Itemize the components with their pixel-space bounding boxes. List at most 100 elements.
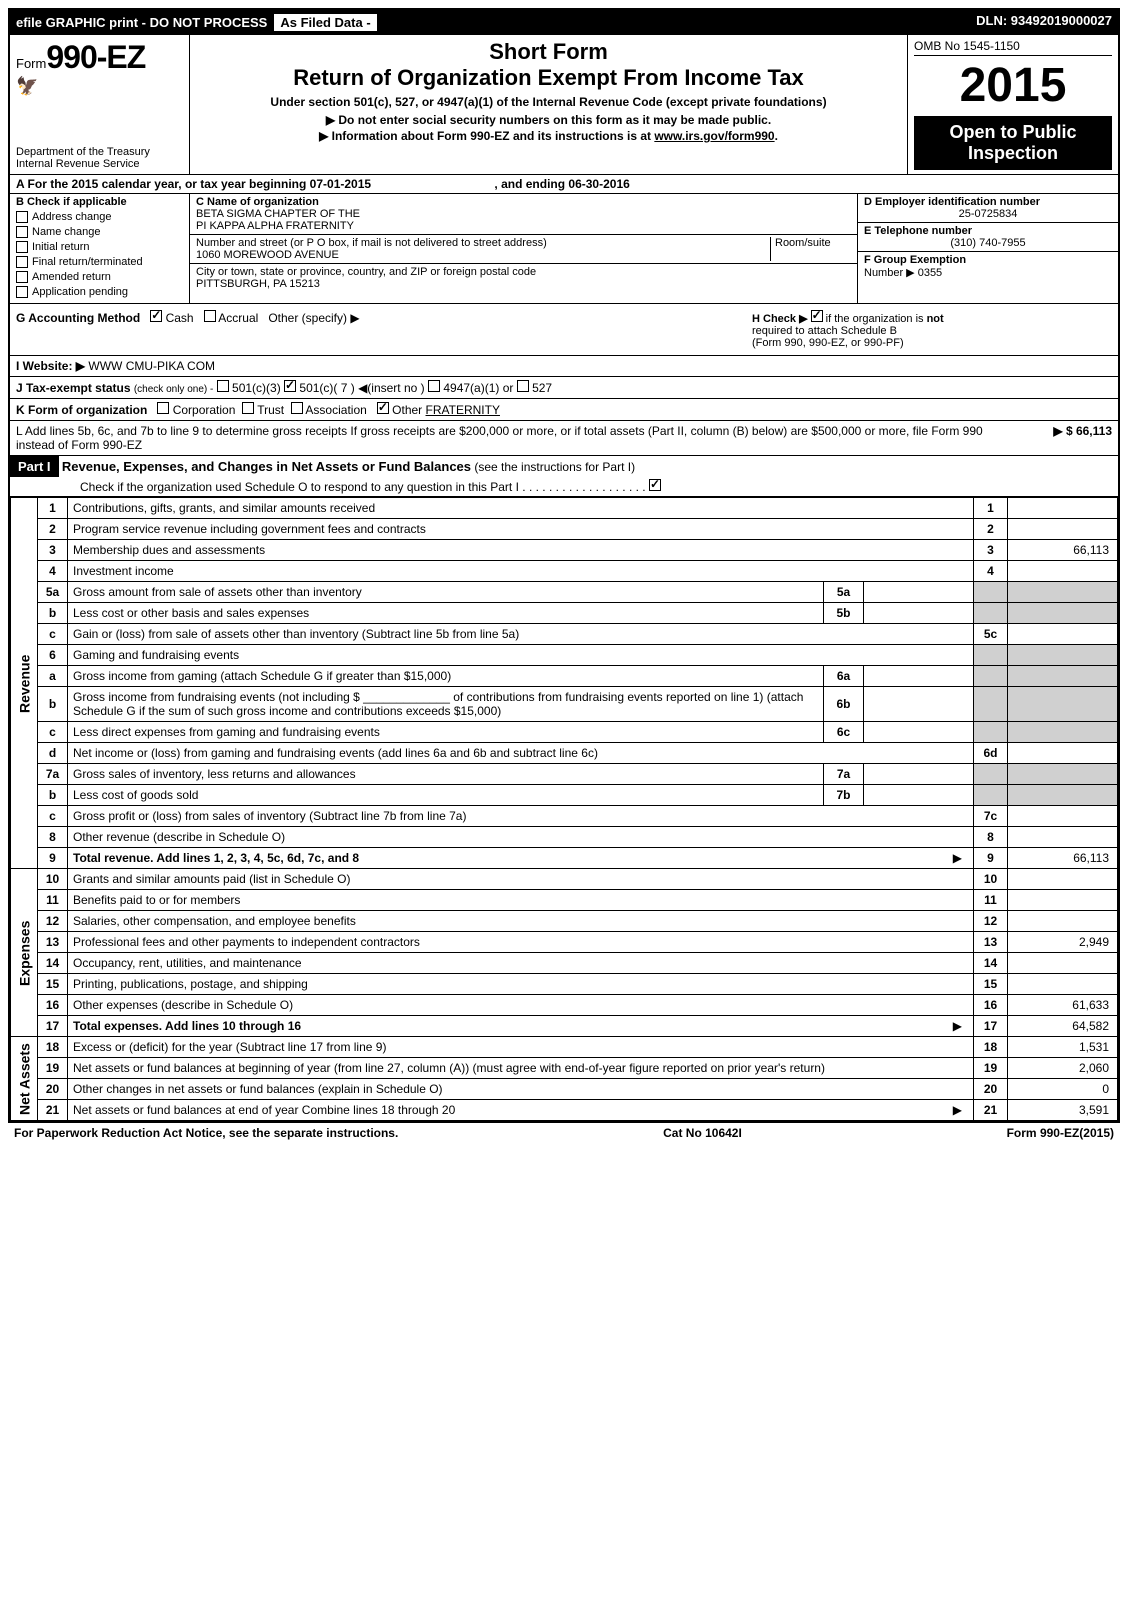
right-num: 6d: [974, 743, 1008, 764]
dln: DLN: 93492019000027: [976, 13, 1112, 32]
row-desc: Net assets or fund balances at end of ye…: [68, 1100, 974, 1121]
schedule-b-checkbox[interactable]: [811, 310, 823, 322]
group-label: F Group Exemption: [864, 254, 966, 266]
mid-label: 6b: [824, 687, 864, 722]
row-desc: Excess or (deficit) for the year (Subtra…: [68, 1037, 974, 1058]
check-line: Initial return: [16, 241, 183, 253]
right-value: [1008, 519, 1118, 540]
section-b: B Check if applicable Address changeName…: [10, 194, 190, 303]
checkbox[interactable]: [16, 271, 28, 283]
right-val-shaded: [1008, 666, 1118, 687]
right-value: 61,633: [1008, 995, 1118, 1016]
line-j: J Tax-exempt status (check only one) - 5…: [10, 377, 1118, 399]
cash-checkbox[interactable]: [150, 310, 162, 322]
row-number: a: [38, 666, 68, 687]
row-number: b: [38, 687, 68, 722]
row-desc: Contributions, gifts, grants, and simila…: [68, 498, 974, 519]
mid-label: 5b: [824, 603, 864, 624]
table-row: bLess cost of goods sold7b: [11, 785, 1118, 806]
part-1-label: Part I: [10, 456, 59, 477]
527-checkbox[interactable]: [517, 380, 529, 392]
schedule-o-checkbox[interactable]: [649, 479, 661, 491]
right-num: 11: [974, 890, 1008, 911]
dept-treasury: Department of the Treasury: [16, 146, 183, 158]
right-value: 2,060: [1008, 1058, 1118, 1079]
right-num: 18: [974, 1037, 1008, 1058]
row-desc: Less direct expenses from gaming and fun…: [68, 722, 824, 743]
right-value: [1008, 827, 1118, 848]
accrual-checkbox[interactable]: [204, 310, 216, 322]
gross-receipts: ▶ $ 66,113: [992, 424, 1112, 452]
tel-label: E Telephone number: [864, 225, 1112, 237]
footer-left: For Paperwork Reduction Act Notice, see …: [14, 1126, 398, 1140]
eagle-icon: 🦅: [16, 76, 183, 97]
mid-value: [864, 764, 974, 785]
check-line: Application pending: [16, 286, 183, 298]
row-number: b: [38, 603, 68, 624]
table-row: 5aGross amount from sale of assets other…: [11, 582, 1118, 603]
right-num: 5c: [974, 624, 1008, 645]
checkbox[interactable]: [16, 256, 28, 268]
row-desc: Membership dues and assessments: [68, 540, 974, 561]
org-name-1: BETA SIGMA CHAPTER OF THE: [196, 208, 851, 220]
table-row: dNet income or (loss) from gaming and fu…: [11, 743, 1118, 764]
mid-label: 7b: [824, 785, 864, 806]
right-value: 66,113: [1008, 540, 1118, 561]
right-num: 12: [974, 911, 1008, 932]
right-val-shaded: [1008, 722, 1118, 743]
checkbox[interactable]: [16, 211, 28, 223]
table-row: 19Net assets or fund balances at beginni…: [11, 1058, 1118, 1079]
501c3-checkbox[interactable]: [217, 380, 229, 392]
checkbox[interactable]: [16, 226, 28, 238]
501c-checkbox[interactable]: [284, 380, 296, 392]
right-value: 64,582: [1008, 1016, 1118, 1037]
mid-label: 7a: [824, 764, 864, 785]
4947-checkbox[interactable]: [428, 380, 440, 392]
right-value: 66,113: [1008, 848, 1118, 869]
right-num: 7c: [974, 806, 1008, 827]
right-num-shaded: [974, 785, 1008, 806]
table-row: 8Other revenue (describe in Schedule O)8: [11, 827, 1118, 848]
city-state-zip: PITTSBURGH, PA 15213: [196, 278, 851, 290]
row-number: 20: [38, 1079, 68, 1100]
other-org-value: FRATERNITY: [426, 403, 500, 417]
row-desc: Other revenue (describe in Schedule O): [68, 827, 974, 848]
open-public-badge: Open to Public Inspection: [914, 116, 1112, 170]
checkbox[interactable]: [16, 286, 28, 298]
addr-label: Number and street (or P O box, if mail i…: [196, 237, 547, 249]
right-value: [1008, 890, 1118, 911]
mid-label: 6c: [824, 722, 864, 743]
right-num: 19: [974, 1058, 1008, 1079]
row-desc: Occupancy, rent, utilities, and maintena…: [68, 953, 974, 974]
row-desc: Investment income: [68, 561, 974, 582]
right-num: 15: [974, 974, 1008, 995]
right-num: 9: [974, 848, 1008, 869]
mid-label: 6a: [824, 666, 864, 687]
form-number: 990-EZ: [46, 39, 145, 75]
checkbox[interactable]: [16, 241, 28, 253]
other-org-checkbox[interactable]: [377, 402, 389, 414]
form-990ez: efile GRAPHIC print - DO NOT PROCESS As …: [8, 8, 1120, 1123]
row-desc: Program service revenue including govern…: [68, 519, 974, 540]
right-num: 2: [974, 519, 1008, 540]
table-row: 15Printing, publications, postage, and s…: [11, 974, 1118, 995]
row-number: 4: [38, 561, 68, 582]
org-type-checkbox[interactable]: [157, 402, 169, 414]
row-number: 3: [38, 540, 68, 561]
irs-link[interactable]: www.irs.gov/form990: [654, 129, 774, 143]
section-bcd: B Check if applicable Address changeName…: [10, 194, 1118, 304]
table-row: Net Assets18Excess or (deficit) for the …: [11, 1037, 1118, 1058]
table-row: bLess cost or other basis and sales expe…: [11, 603, 1118, 624]
row-desc: Professional fees and other payments to …: [68, 932, 974, 953]
org-type-checkbox[interactable]: [242, 402, 254, 414]
table-row: 17Total expenses. Add lines 10 through 1…: [11, 1016, 1118, 1037]
line-gh: G Accounting Method Cash Accrual Other (…: [10, 304, 1118, 356]
line-a: A For the 2015 calendar year, or tax yea…: [10, 175, 1118, 194]
row-desc: Gross amount from sale of assets other t…: [68, 582, 824, 603]
org-type-checkbox[interactable]: [291, 402, 303, 414]
omb-number: OMB No 1545-1150: [914, 39, 1112, 56]
check-line: Name change: [16, 226, 183, 238]
dept-irs: Internal Revenue Service: [16, 158, 183, 170]
check-line: Amended return: [16, 271, 183, 283]
row-number: 9: [38, 848, 68, 869]
